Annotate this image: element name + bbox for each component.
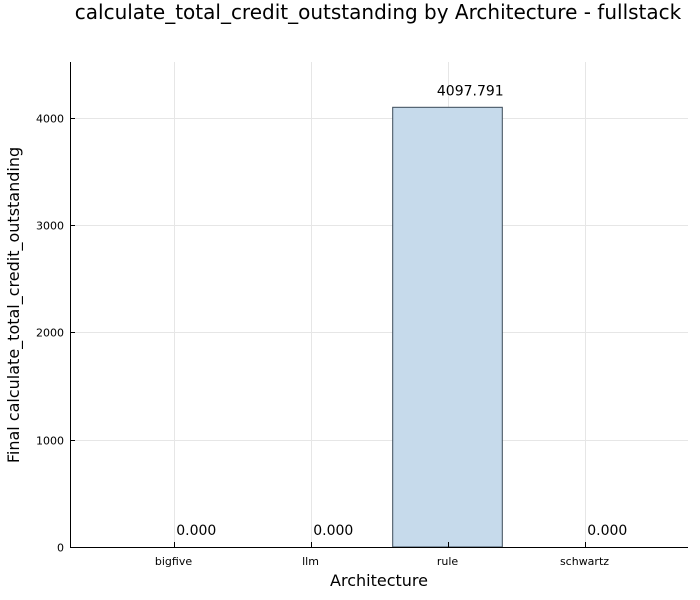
y-axis-label: Final calculate_total_credit_outstanding	[4, 147, 24, 463]
x-axis-label: Architecture	[330, 571, 428, 590]
ticks: 0 1000 2000 3000 4000 bigfive llm rule schwartz	[36, 113, 609, 569]
y-tick-label: 3000	[36, 220, 64, 233]
data-label-rule: 4097.791	[437, 83, 504, 99]
axes	[70, 62, 688, 548]
data-label-bigfive: 0.000	[176, 523, 216, 539]
y-tick-label: 4000	[36, 113, 64, 126]
x-tick-label-llm: llm	[302, 555, 319, 568]
bar-rule	[392, 106, 503, 548]
grid-lines	[70, 62, 688, 548]
x-tick-label-bigfive: bigfive	[155, 555, 192, 568]
data-label-llm: 0.000	[313, 523, 353, 539]
data-label-schwartz: 0.000	[587, 523, 627, 539]
y-tick-label: 0	[57, 542, 64, 555]
x-tick-label-schwartz: schwartz	[560, 555, 609, 568]
bars	[392, 106, 503, 548]
y-tick-label: 1000	[36, 435, 64, 448]
y-tick-label: 2000	[36, 327, 64, 340]
x-tick-label-rule: rule	[437, 555, 459, 568]
data-labels: 0.000 0.000 4097.791 0.000	[176, 83, 627, 539]
chart-title: calculate_total_credit_outstanding by Ar…	[75, 0, 682, 24]
